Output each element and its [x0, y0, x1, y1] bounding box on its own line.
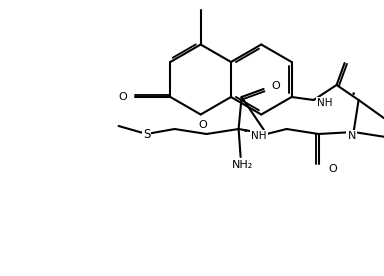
Text: O: O — [119, 92, 127, 102]
Text: NH: NH — [317, 98, 332, 108]
Text: O: O — [198, 120, 207, 129]
Text: NH: NH — [251, 131, 266, 141]
Text: NH₂: NH₂ — [232, 160, 253, 170]
Text: •: • — [351, 90, 356, 99]
Text: S: S — [143, 128, 150, 140]
Text: N: N — [348, 131, 356, 141]
Text: O: O — [329, 164, 338, 174]
Text: O: O — [271, 81, 280, 91]
Text: •: • — [243, 127, 248, 136]
